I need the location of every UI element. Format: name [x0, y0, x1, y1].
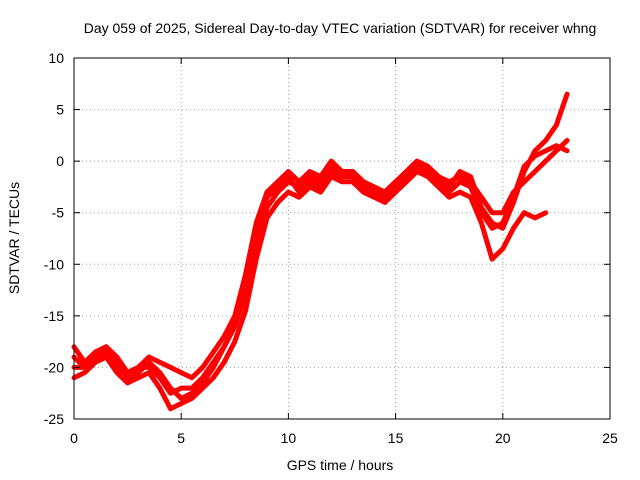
- series-trace-4: [71, 138, 570, 396]
- y-tick-label: 10: [48, 50, 64, 66]
- x-tick-label: 5: [177, 430, 185, 446]
- x-tick-label: 20: [495, 430, 511, 446]
- plot-frame: [73, 57, 611, 420]
- y-tick-label: 5: [56, 102, 64, 118]
- y-tick-label: 0: [56, 153, 64, 169]
- x-tick-label: 15: [388, 430, 404, 446]
- y-tick-label: -20: [44, 359, 64, 375]
- axis-ticks: 0 5 10 15 20 25 -25 -20 -15 -10 -5 0 5 10: [44, 50, 618, 446]
- series-trace-1: [71, 91, 570, 381]
- chart-title: Day 059 of 2025, Sidereal Day-to-day VTE…: [84, 20, 597, 36]
- y-tick-label: -10: [44, 256, 64, 272]
- y-axis-label: SDTVAR / TECUs: [6, 182, 22, 294]
- series-trace-3: [71, 169, 549, 412]
- x-tick-label: 25: [602, 430, 618, 446]
- x-tick-label: 10: [281, 430, 297, 446]
- y-tick-label: -5: [52, 205, 65, 221]
- data-traces: [71, 91, 570, 412]
- x-tick-label: 0: [70, 430, 78, 446]
- y-tick-label: -15: [44, 308, 64, 324]
- x-axis-label: GPS time / hours: [287, 457, 394, 473]
- y-tick-label: -25: [44, 411, 64, 427]
- grid: [74, 58, 610, 419]
